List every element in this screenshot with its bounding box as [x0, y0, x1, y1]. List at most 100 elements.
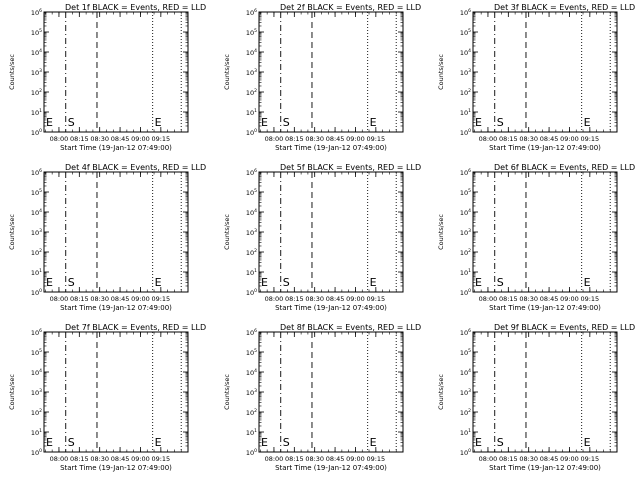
y-tick-label: 105	[460, 28, 471, 37]
x-tick-label: 08:45	[540, 135, 559, 143]
x-tick-label: 08:00	[479, 455, 498, 463]
marker-label: E	[46, 276, 53, 289]
marker-label: S	[68, 116, 75, 129]
marker-label: S	[497, 436, 504, 449]
marker-label: E	[584, 436, 591, 449]
x-tick-label: 08:45	[326, 295, 345, 303]
x-axis-label: Start Time (19-Jan-12 07:49:00)	[275, 464, 387, 472]
x-tick-label: 08:15	[499, 135, 518, 143]
y-axis-label: Counts/sec	[8, 214, 16, 250]
y-tick-label: 105	[31, 28, 42, 37]
y-axis-label: Counts/sec	[223, 214, 231, 250]
x-tick-label: 08:30	[90, 295, 109, 303]
y-axis-label: Counts/sec	[437, 374, 445, 410]
x-tick-label: 08:15	[499, 295, 518, 303]
y-tick-label: 104	[460, 48, 471, 57]
x-tick-label: 08:30	[305, 135, 324, 143]
x-tick-label: 09:00	[560, 135, 579, 143]
x-tick-label: 08:30	[519, 455, 538, 463]
y-tick-label: 102	[460, 248, 471, 257]
y-tick-label: 103	[460, 388, 471, 397]
panel-6: Det 6f BLACK = Events, RED = LLD 100 101 10…	[437, 163, 635, 312]
panel-title: Det 1f BLACK = Events, RED = LLD	[65, 3, 206, 12]
x-tick-label: 09:00	[131, 455, 150, 463]
y-tick-label: 100	[246, 448, 257, 457]
y-tick-label: 106	[31, 168, 42, 177]
y-tick-label: 105	[460, 348, 471, 357]
x-axis-label: Start Time (19-Jan-12 07:49:00)	[489, 144, 601, 152]
x-tick-label: 08:45	[326, 455, 345, 463]
x-tick-label: 08:15	[70, 455, 89, 463]
y-axis-label: Counts/sec	[437, 54, 445, 90]
marker-label: S	[68, 276, 75, 289]
panel-title: Det 8f BLACK = Events, RED = LLD	[280, 323, 421, 332]
x-tick-label: 08:00	[479, 135, 498, 143]
panel-title: Det 5f BLACK = Events, RED = LLD	[280, 163, 421, 172]
panel-title: Det 7f BLACK = Events, RED = LLD	[65, 323, 206, 332]
panel-title: Det 6f BLACK = Events, RED = LLD	[494, 163, 635, 172]
y-tick-label: 104	[246, 368, 257, 377]
y-tick-label: 104	[31, 208, 42, 217]
x-tick-label: 08:15	[285, 135, 304, 143]
y-tick-label: 104	[460, 208, 471, 217]
x-tick-label: 08:30	[519, 135, 538, 143]
marker-label: E	[370, 436, 377, 449]
y-tick-label: 106	[246, 168, 257, 177]
y-axis-label: Counts/sec	[223, 54, 231, 90]
y-tick-label: 106	[246, 8, 257, 17]
panel-title: Det 4f BLACK = Events, RED = LLD	[65, 163, 206, 172]
marker-label: E	[261, 276, 268, 289]
y-tick-label: 106	[31, 8, 42, 17]
x-tick-label: 08:45	[326, 135, 345, 143]
y-tick-label: 102	[246, 88, 257, 97]
x-tick-label: 08:15	[70, 295, 89, 303]
y-tick-label: 105	[246, 188, 257, 197]
y-tick-label: 103	[31, 228, 42, 237]
y-axis-label: Counts/sec	[8, 54, 16, 90]
y-tick-label: 103	[460, 228, 471, 237]
x-tick-label: 08:30	[90, 455, 109, 463]
panel-9: Det 9f BLACK = Events, RED = LLD 100 101 10…	[437, 323, 635, 472]
x-tick-label: 09:00	[346, 455, 365, 463]
marker-label: E	[370, 276, 377, 289]
y-tick-label: 101	[31, 268, 42, 277]
marker-label: E	[370, 116, 377, 129]
y-tick-label: 106	[460, 8, 471, 17]
y-tick-label: 100	[31, 288, 42, 297]
x-tick-label: 08:15	[499, 455, 518, 463]
x-tick-label: 09:15	[366, 295, 385, 303]
x-tick-label: 09:15	[580, 455, 599, 463]
x-tick-label: 08:45	[111, 455, 130, 463]
x-tick-label: 08:30	[305, 455, 324, 463]
panel-2: Det 2f BLACK = Events, RED = LLD 100 101 10…	[223, 3, 421, 152]
x-axis-label: Start Time (19-Jan-12 07:49:00)	[275, 144, 387, 152]
y-tick-label: 100	[460, 288, 471, 297]
marker-label: S	[497, 116, 504, 129]
marker-label: E	[475, 436, 482, 449]
marker-label: S	[497, 276, 504, 289]
y-tick-label: 105	[31, 188, 42, 197]
y-tick-label: 102	[460, 88, 471, 97]
y-tick-label: 104	[246, 208, 257, 217]
panel-3: Det 3f BLACK = Events, RED = LLD 100 101 10…	[437, 3, 635, 152]
x-tick-label: 08:45	[540, 455, 559, 463]
y-tick-label: 100	[246, 128, 257, 137]
x-tick-label: 08:45	[111, 135, 130, 143]
y-tick-label: 106	[246, 328, 257, 337]
panel-title: Det 2f BLACK = Events, RED = LLD	[280, 3, 421, 12]
y-axis-label: Counts/sec	[437, 214, 445, 250]
x-tick-label: 09:15	[580, 295, 599, 303]
y-tick-label: 100	[31, 448, 42, 457]
x-tick-label: 09:00	[560, 295, 579, 303]
y-tick-label: 103	[246, 388, 257, 397]
marker-label: E	[155, 276, 162, 289]
y-tick-label: 103	[246, 228, 257, 237]
marker-label: E	[46, 436, 53, 449]
x-axis-label: Start Time (19-Jan-12 07:49:00)	[60, 304, 172, 312]
x-tick-label: 09:15	[151, 295, 170, 303]
x-tick-label: 08:30	[305, 295, 324, 303]
y-tick-label: 100	[460, 448, 471, 457]
y-tick-label: 102	[31, 88, 42, 97]
x-tick-label: 09:00	[346, 295, 365, 303]
x-tick-label: 08:15	[285, 295, 304, 303]
